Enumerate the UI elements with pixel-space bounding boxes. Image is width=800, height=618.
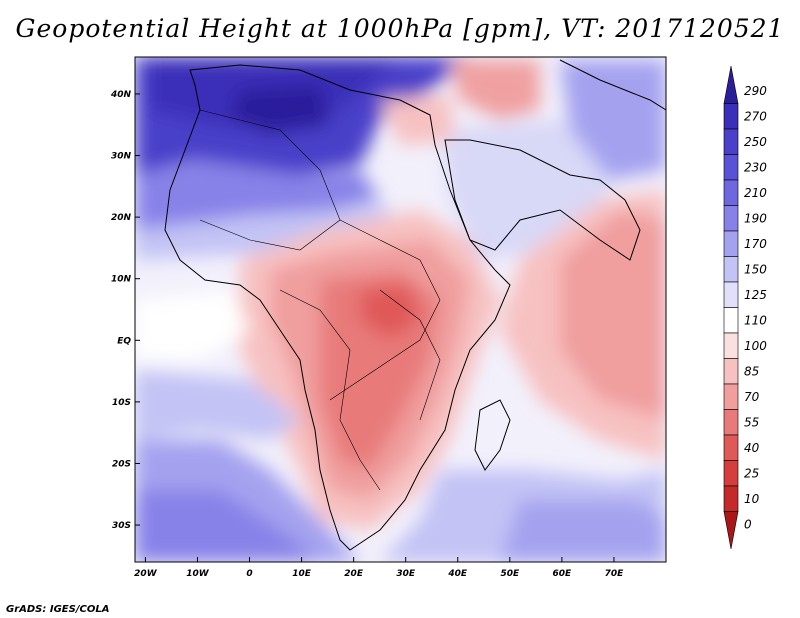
colorbar: 2902702502302101901701501251101008570554…: [723, 65, 767, 550]
lon-tick-label: 60E: [553, 569, 573, 579]
lat-tick-label: EQ: [117, 336, 131, 346]
colorbar-label: 250: [744, 135, 767, 149]
colorbar-swatch: [723, 383, 739, 410]
lon-tick-label: 0: [246, 569, 252, 579]
colorbar-label: 70: [744, 390, 760, 404]
latitude-axis: 40N 30N 20N 10N EQ 10S 20S 30S: [110, 90, 140, 531]
map-title: Geopotential Height at 1000hPa [gpm], VT…: [15, 14, 785, 43]
lon-tick-label: 10W: [186, 569, 210, 579]
colorbar-swatch: [723, 179, 739, 206]
lat-tick-label: 30S: [112, 521, 131, 531]
colorbar-label: 40: [744, 441, 760, 455]
lon-tick-label: 50E: [500, 569, 520, 579]
colorbar-label: 210: [744, 186, 767, 200]
lon-tick-label: 20W: [134, 569, 158, 579]
colorbar-swatch: [723, 281, 739, 308]
lat-tick-label: 10N: [111, 275, 132, 285]
colorbar-swatch: [723, 409, 739, 436]
colorbar-label: 290: [744, 84, 767, 98]
colorbar-label: 25: [744, 466, 759, 480]
colorbar-label: 230: [744, 160, 767, 174]
colorbar-swatch: [723, 103, 739, 130]
lat-tick-label: 20N: [111, 213, 132, 223]
lat-tick-label: 40N: [110, 90, 132, 100]
colorbar-label: 0: [744, 517, 752, 531]
lat-tick-label: 10S: [112, 398, 131, 408]
colorbar-label: 100: [744, 339, 767, 353]
lon-tick-label: 40E: [447, 569, 468, 579]
lon-tick-label: 10E: [292, 569, 312, 579]
colorbar-label: 110: [744, 313, 767, 327]
footer-credit: GrADS: IGES/COLA: [6, 604, 110, 615]
colorbar-swatch: [723, 332, 739, 359]
colorbar-swatch: [723, 128, 739, 155]
colorbar-swatch: [723, 358, 739, 385]
colorbar-swatch: [723, 65, 739, 104]
lon-tick-label: 20E: [344, 569, 364, 579]
colorbar-swatch: [723, 307, 739, 334]
plot-frame: [134, 56, 667, 563]
colorbar-swatch: [723, 230, 739, 257]
colorbar-label: 85: [744, 364, 759, 378]
colorbar-label: 10: [744, 492, 760, 506]
colorbar-swatch: [723, 154, 739, 181]
colorbar-swatch: [723, 485, 739, 512]
height-field: [135, 57, 666, 562]
colorbar-swatch: [723, 434, 739, 461]
colorbar-label: 150: [744, 262, 767, 276]
lon-tick-label: 70E: [605, 569, 625, 579]
longitude-axis: 20W 10W 0 10E 20E 30E 40E 50E 60E 70E: [134, 557, 624, 579]
colorbar-label: 170: [744, 237, 767, 251]
colorbar-swatch: [723, 256, 739, 283]
colorbar-label: 55: [744, 415, 759, 429]
colorbar-swatch: [723, 511, 739, 550]
lat-tick-label: 30N: [111, 152, 132, 162]
lon-tick-label: 30E: [396, 569, 416, 579]
lat-tick-label: 20S: [112, 459, 131, 469]
colorbar-swatch: [723, 205, 739, 232]
colorbar-swatch: [723, 460, 739, 487]
colorbar-label: 190: [744, 211, 767, 225]
colorbar-label: 270: [744, 109, 767, 123]
colorbar-label: 125: [744, 288, 767, 302]
